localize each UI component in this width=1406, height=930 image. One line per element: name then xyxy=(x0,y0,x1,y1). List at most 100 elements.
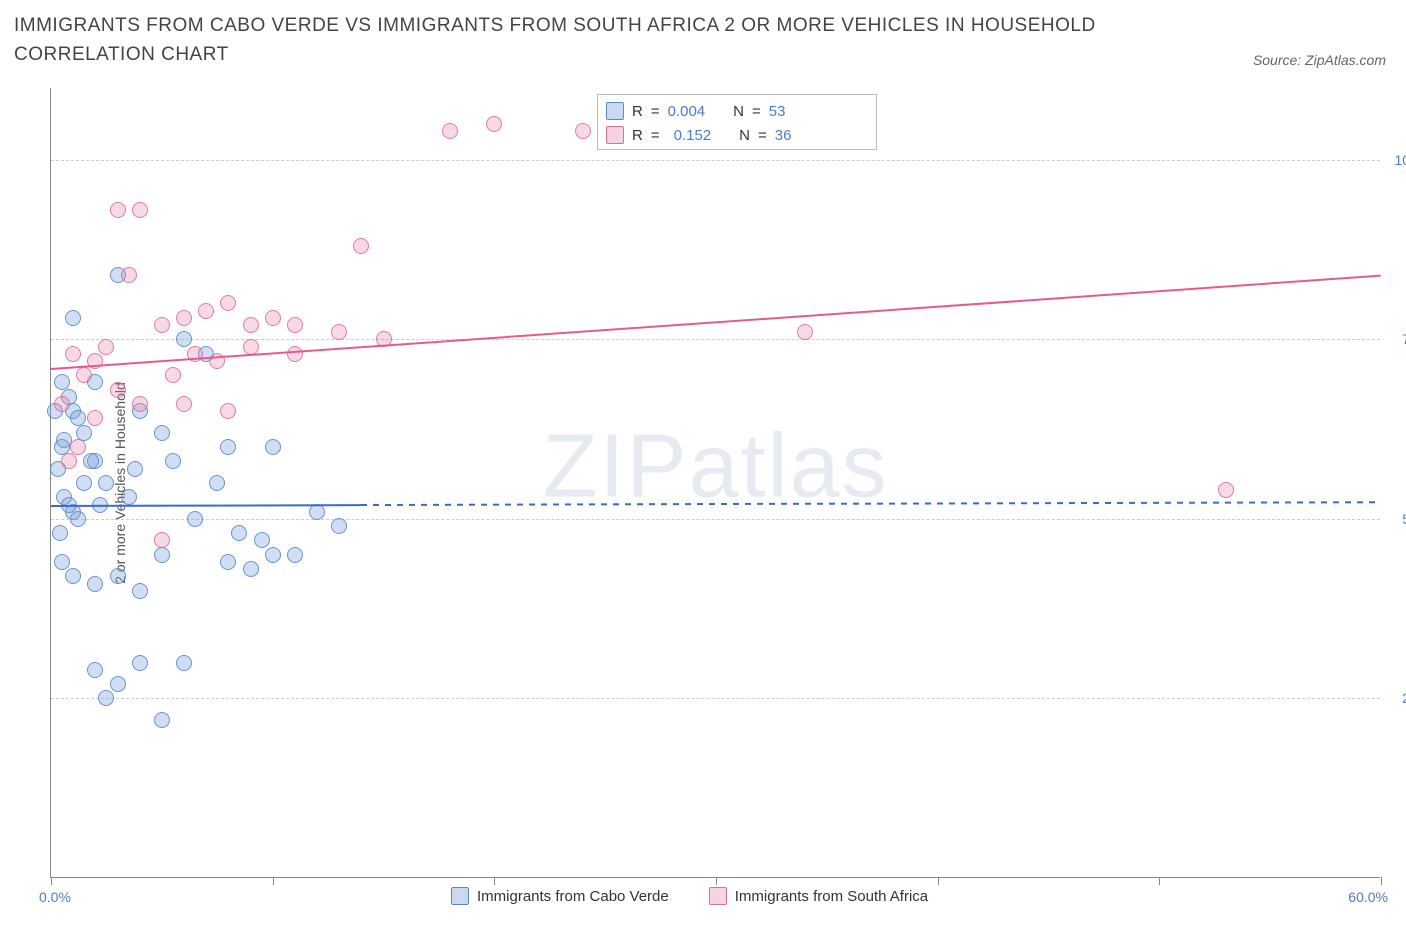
data-point xyxy=(52,525,68,541)
data-point xyxy=(98,339,114,355)
x-axis-min-label: 0.0% xyxy=(39,889,71,905)
data-point xyxy=(331,518,347,534)
data-point xyxy=(209,475,225,491)
data-point xyxy=(220,403,236,419)
data-point xyxy=(220,554,236,570)
data-point xyxy=(265,547,281,563)
swatch-icon xyxy=(451,887,469,905)
x-tick xyxy=(716,877,717,885)
legend-item-pink: Immigrants from South Africa xyxy=(709,887,928,905)
data-point xyxy=(76,367,92,383)
data-point xyxy=(442,123,458,139)
series-legend: Immigrants from Cabo Verde Immigrants fr… xyxy=(451,887,928,905)
x-axis-max-label: 60.0% xyxy=(1348,889,1388,905)
data-point xyxy=(61,453,77,469)
data-point xyxy=(243,561,259,577)
data-point xyxy=(154,547,170,563)
data-point xyxy=(176,396,192,412)
data-point xyxy=(287,547,303,563)
data-point xyxy=(165,453,181,469)
data-point xyxy=(797,324,813,340)
data-point xyxy=(154,317,170,333)
data-point xyxy=(176,655,192,671)
data-point xyxy=(132,583,148,599)
data-point xyxy=(132,655,148,671)
plot-area: 2 or more Vehicles in Household ZIPatlas… xyxy=(50,88,1380,878)
trend-line xyxy=(51,504,361,507)
x-tick xyxy=(1159,877,1160,885)
data-point xyxy=(87,410,103,426)
data-point xyxy=(65,346,81,362)
y-tick-label: 25.0% xyxy=(1402,690,1406,706)
data-point xyxy=(83,453,99,469)
swatch-icon xyxy=(606,102,624,120)
data-point xyxy=(54,396,70,412)
data-point xyxy=(87,662,103,678)
y-tick-label: 100.0% xyxy=(1395,152,1406,168)
data-point xyxy=(154,425,170,441)
data-point xyxy=(265,439,281,455)
data-point xyxy=(353,238,369,254)
data-point xyxy=(132,202,148,218)
data-point xyxy=(154,712,170,728)
data-point xyxy=(575,123,591,139)
data-point xyxy=(165,367,181,383)
data-point xyxy=(1218,482,1234,498)
data-point xyxy=(132,396,148,412)
data-point xyxy=(243,339,259,355)
gridline xyxy=(51,160,1380,161)
stats-legend: R= 0.004 N= 53 R= 0.152 N= 36 xyxy=(597,94,877,150)
data-point xyxy=(198,303,214,319)
gridline xyxy=(51,698,1380,699)
n-value-pink: 36 xyxy=(775,127,792,144)
data-point xyxy=(76,475,92,491)
data-point xyxy=(254,532,270,548)
data-point xyxy=(486,116,502,132)
data-point xyxy=(110,382,126,398)
r-value-pink: 0.152 xyxy=(674,127,712,144)
data-point xyxy=(287,317,303,333)
data-point xyxy=(127,461,143,477)
trend-line xyxy=(361,501,1381,506)
data-point xyxy=(265,310,281,326)
r-value-blue: 0.004 xyxy=(668,103,706,120)
n-value-blue: 53 xyxy=(769,103,786,120)
x-tick xyxy=(494,877,495,885)
data-point xyxy=(176,331,192,347)
data-point xyxy=(121,267,137,283)
data-point xyxy=(121,489,137,505)
chart-container: 2 or more Vehicles in Household ZIPatlas… xyxy=(50,88,1380,878)
data-point xyxy=(70,439,86,455)
data-point xyxy=(331,324,347,340)
data-point xyxy=(110,568,126,584)
data-point xyxy=(110,202,126,218)
x-tick xyxy=(51,877,52,885)
swatch-icon xyxy=(606,126,624,144)
data-point xyxy=(231,525,247,541)
legend-label: Immigrants from South Africa xyxy=(735,888,928,905)
data-point xyxy=(187,511,203,527)
data-point xyxy=(287,346,303,362)
data-point xyxy=(220,439,236,455)
data-point xyxy=(110,676,126,692)
legend-item-blue: Immigrants from Cabo Verde xyxy=(451,887,669,905)
data-point xyxy=(65,310,81,326)
data-point xyxy=(154,532,170,548)
x-tick xyxy=(273,877,274,885)
data-point xyxy=(87,576,103,592)
swatch-icon xyxy=(709,887,727,905)
data-point xyxy=(176,310,192,326)
data-point xyxy=(98,690,114,706)
data-point xyxy=(98,475,114,491)
data-point xyxy=(65,568,81,584)
chart-title: IMMIGRANTS FROM CABO VERDE VS IMMIGRANTS… xyxy=(14,12,1164,69)
data-point xyxy=(54,554,70,570)
stats-row-blue: R= 0.004 N= 53 xyxy=(606,99,868,123)
source-attribution: Source: ZipAtlas.com xyxy=(1253,52,1386,68)
gridline xyxy=(51,519,1380,520)
data-point xyxy=(220,295,236,311)
x-tick xyxy=(938,877,939,885)
y-tick-label: 50.0% xyxy=(1402,511,1406,527)
legend-label: Immigrants from Cabo Verde xyxy=(477,888,669,905)
stats-row-pink: R= 0.152 N= 36 xyxy=(606,123,868,147)
